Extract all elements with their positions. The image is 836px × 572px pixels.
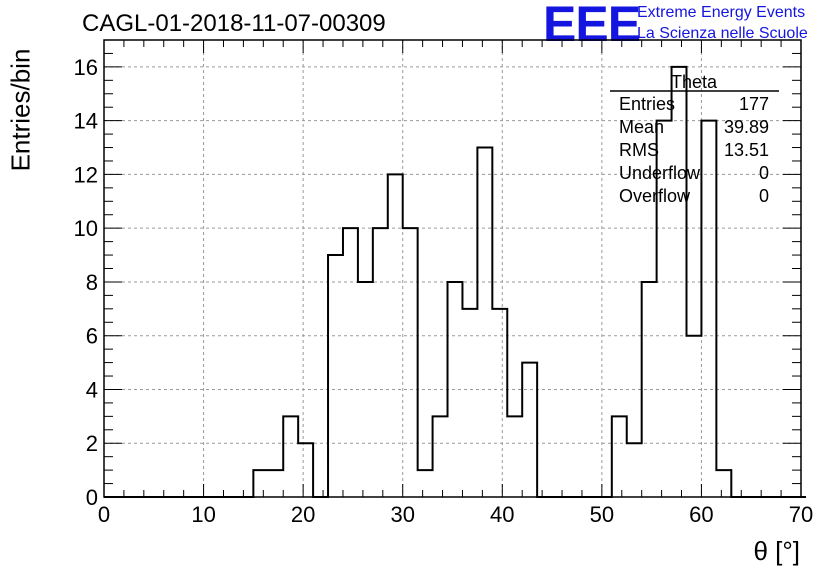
y-tick-label: 14: [74, 109, 98, 134]
histogram-bin: [448, 282, 463, 497]
histogram-bin: [492, 309, 507, 497]
x-axis-label: θ [°]: [753, 536, 800, 566]
histogram-outline: [104, 65, 806, 498]
stats-row-label: Entries: [619, 94, 675, 114]
x-tick-label: 50: [590, 502, 614, 527]
y-tick-label: 8: [86, 270, 98, 295]
stats-row-label: RMS: [619, 140, 659, 160]
y-tick-label: 4: [86, 377, 98, 402]
histogram-bin: [522, 363, 537, 497]
stats-row-label: Overflow: [619, 186, 691, 206]
axes: 0 10 20 30 40 50 60 70 0 2 4 6 8 10 12 14 16: [74, 39, 813, 527]
histogram-bin: [642, 282, 657, 497]
y-tick-label: 0: [86, 485, 98, 510]
histogram-bin: [283, 416, 298, 497]
stats-box-name: Theta: [671, 72, 718, 92]
histogram-bin: [373, 228, 388, 497]
x-tick-label: 40: [490, 502, 514, 527]
x-tick-label: 70: [789, 502, 813, 527]
stats-row-value: 0: [759, 163, 769, 183]
logo-line-2: La Scienza nelle Scuole: [637, 25, 808, 42]
histogram-bin: [507, 416, 522, 497]
x-tick-label: 30: [390, 502, 414, 527]
y-tick-label: 12: [74, 162, 98, 187]
x-tick-label: 60: [689, 502, 713, 527]
histogram-bin: [418, 470, 433, 497]
stats-row-label: Mean: [619, 117, 664, 137]
histogram-bin: [462, 309, 477, 497]
eee-logo: EEE: [543, 0, 641, 52]
histogram-bin: [627, 443, 642, 497]
grid: [104, 40, 801, 497]
histogram-bin: [268, 470, 283, 497]
histogram-bin: [403, 228, 418, 497]
histogram-bin: [253, 470, 268, 497]
histogram-bin: [686, 336, 701, 497]
histogram-bin: [612, 416, 627, 497]
y-tick-label: 2: [86, 431, 98, 456]
stats-row-label: Underflow: [619, 163, 701, 183]
plot-title: CAGL-01-2018-11-07-00309: [82, 10, 386, 37]
stats-row-value: 13.51: [724, 140, 769, 160]
y-tick-label: 10: [74, 216, 98, 241]
stats-row-value: 177: [739, 94, 769, 114]
histogram-bin: [358, 282, 373, 497]
histogram-bin: [388, 174, 403, 497]
stats-row-value: 0: [759, 186, 769, 206]
histogram-bin: [477, 148, 492, 497]
histogram-bin: [716, 470, 731, 497]
x-tick-label: 10: [191, 502, 215, 527]
y-tick-label: 16: [74, 55, 98, 80]
histogram-bin: [298, 443, 313, 497]
histogram-bin: [701, 121, 716, 497]
stats-row-value: 39.89: [724, 117, 769, 137]
histogram-bin: [433, 416, 448, 497]
logo-line-1: Extreme Energy Events: [637, 4, 806, 21]
histogram-bin: [672, 67, 687, 497]
histogram-bin: [343, 228, 358, 497]
histogram: [104, 65, 806, 498]
x-tick-label: 20: [291, 502, 315, 527]
y-tick-label: 6: [86, 324, 98, 349]
x-tick-label: 0: [98, 502, 110, 527]
histogram-bin: [328, 255, 343, 497]
